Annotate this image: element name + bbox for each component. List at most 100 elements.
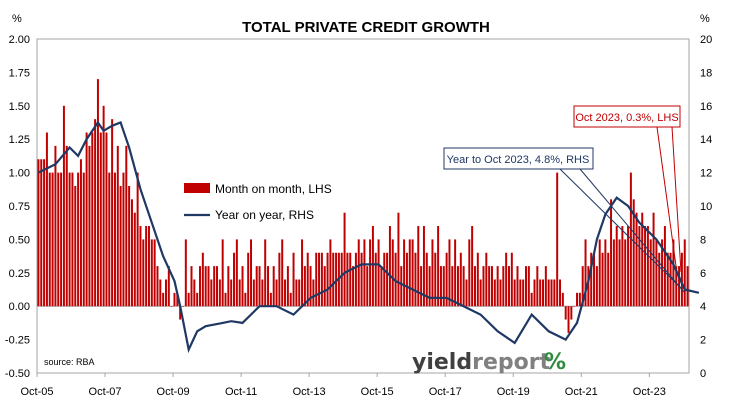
mom-bar [85,132,88,307]
mom-bar [559,279,562,307]
x-tick-label: Oct-23 [633,386,666,398]
mom-bar [360,252,363,307]
mom-bar [71,172,74,307]
mom-bar [363,239,366,307]
mom-bar [352,266,355,307]
mom-bar [496,266,499,307]
mom-bar [77,172,80,307]
mom-bar [105,132,108,307]
mom-bar [133,212,136,307]
mom-bar [473,266,476,307]
mom-bar [286,266,289,307]
mom-bar [62,105,65,307]
mom-bar [456,266,459,307]
mom-bar [530,292,533,307]
mom-bar [258,266,261,307]
mom-bar [164,279,167,307]
mom-bar [525,266,527,307]
mom-bar [213,266,216,307]
mom-bar [666,252,669,307]
mom-bar [184,239,187,307]
mom-bar [145,226,148,307]
mom-bar [646,226,649,307]
mom-bar [644,226,647,307]
mom-bar [218,279,221,307]
mom-bar [65,145,68,307]
mom-bar [448,239,451,307]
mom-bar [369,239,372,307]
left-axis: 2.00 1.75 1.50 1.25 1.00 0.75 0.50 0.25 0.00 -0.2… [5,34,30,380]
left-tick-label: 0.75 [9,201,30,213]
x-tick-label: Oct-05 [20,386,53,398]
mom-bar [128,185,131,307]
mom-bar [550,279,553,307]
mom-bar [241,266,244,307]
mom-bar [641,212,644,307]
mom-bar [159,279,162,307]
mom-bar [179,306,182,320]
x-tick-label: Oct-21 [565,386,598,398]
mom-bar [584,239,587,307]
mom-bar [595,266,598,307]
right-tick-label: 20 [700,34,712,46]
right-tick-label: 6 [700,268,706,280]
mom-bar [502,266,505,307]
mom-bar [119,185,122,307]
mom-bar [181,306,184,307]
mom-bar [340,252,343,307]
mom-bar [54,145,57,307]
mom-bar [635,212,638,307]
mom-bar [431,239,434,307]
mom-bar [267,266,270,307]
left-tick-label: -0.50 [5,368,30,380]
annotation-mom-text: Oct 2023, 0.3%, LHS [575,112,678,124]
mom-bar [680,252,683,307]
mom-bar [465,279,468,307]
mom-bar [335,252,338,307]
annotation-yoy-leader [579,168,685,293]
mom-bar [247,252,250,307]
left-tick-label: 1.25 [9,134,30,146]
mom-bar [147,226,150,307]
mom-bar [43,159,46,307]
mom-bar [298,279,301,307]
mom-bar [193,279,196,307]
logo-percent-symbol: % [544,350,566,375]
mom-bar [261,279,264,307]
mom-bar [533,279,536,307]
mom-bar [303,266,306,307]
mom-bar [482,266,485,307]
left-tick-label: 1.50 [9,101,30,113]
source-note: source: RBA [44,357,95,367]
mom-bar [610,199,613,307]
mom-bar [227,266,230,307]
mom-bar [454,239,457,307]
mom-bar [598,239,601,307]
mom-bar [284,279,287,307]
mom-bar [388,226,391,307]
mom-bar [627,226,630,307]
mom-bar [493,279,496,307]
mom-bar [539,279,542,307]
mom-bar [462,266,465,307]
mom-bar [60,172,63,307]
yoy-line [37,120,700,354]
right-tick-label: 12 [700,168,712,180]
mom-bar [445,252,448,307]
right-tick-label: 4 [700,301,706,313]
mom-bar [196,292,199,307]
x-tick-label: Oct-07 [89,386,122,398]
right-axis-unit: % [700,13,710,25]
mom-bar [564,306,567,320]
mom-bar [167,266,170,307]
mom-bar [295,279,298,307]
left-tick-label: 1.00 [9,168,30,180]
legend-bar-label: Month on month, LHS [215,182,332,196]
x-tick-label: Oct-09 [157,386,190,398]
mom-bar [74,185,77,307]
mom-bar [655,239,658,307]
mom-bar [590,252,593,307]
mom-bar [499,279,502,307]
mom-bar [652,212,655,307]
